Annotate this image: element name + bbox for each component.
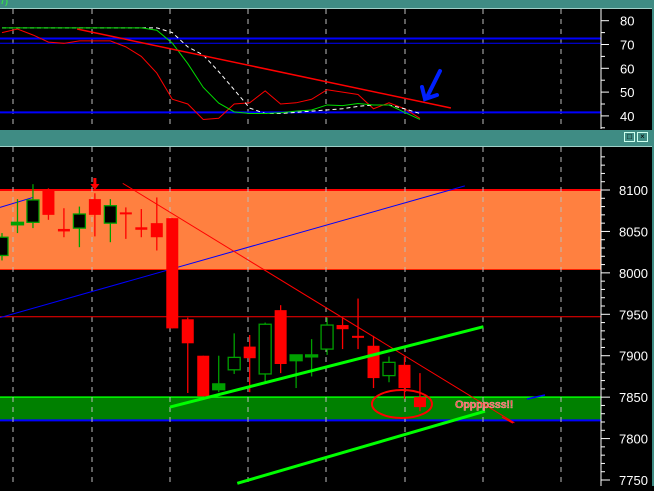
bull-candle <box>320 324 334 350</box>
oscillator-trendline <box>76 28 452 109</box>
axis-label: 80 <box>620 14 634 29</box>
highlight-ellipse <box>370 389 433 419</box>
bull-candle <box>382 361 396 377</box>
axis-label: 7800 <box>619 432 648 447</box>
restore-button[interactable]: □ <box>624 132 635 142</box>
axis-label: 7850 <box>619 390 648 405</box>
axis-label: 7750 <box>619 473 648 486</box>
bull-candle <box>304 354 319 358</box>
window-border <box>652 0 654 486</box>
red-fragment <box>501 416 514 424</box>
price-chart: Oppppsss!! 8100 8050 8000 7950 7900 7850 7800 77… <box>0 147 648 488</box>
bear-candle <box>150 223 163 238</box>
annotation-text: Oppppsss!! <box>455 399 513 411</box>
bull-candle <box>26 199 40 223</box>
price-pane: Oppppsss!! 8100 8050 8000 7950 7900 7850 7800 77… <box>0 147 652 488</box>
oscillator-titlebar: 7) <box>0 0 654 9</box>
axis-label: 8100 <box>619 183 648 198</box>
axis-label: 60 <box>620 61 634 76</box>
bear-candle <box>57 228 70 232</box>
bear-candle <box>336 325 349 330</box>
oscillator-pane: 80 70 60 50 40 <box>0 9 652 129</box>
bear-candle <box>398 364 411 389</box>
axis-label: 40 <box>620 109 634 124</box>
bear-candle <box>166 218 179 329</box>
bull-candle <box>10 221 25 226</box>
blue-trendline <box>0 185 465 319</box>
axis-label: 8000 <box>619 266 648 281</box>
oscillator-signal-line <box>2 27 421 115</box>
oscillator-chart: 80 70 60 50 40 <box>0 9 634 129</box>
axis-label: 7950 <box>619 307 648 322</box>
axis-label: 50 <box>620 85 634 100</box>
bear-candle <box>274 310 287 365</box>
oscillator-green-line <box>2 27 421 120</box>
bear-candle <box>243 346 256 359</box>
bear-candle <box>181 319 194 344</box>
channel-lower-line <box>236 409 486 485</box>
bear-candle <box>413 397 426 408</box>
bear-candle <box>352 335 365 338</box>
support-zone <box>0 397 601 421</box>
bear-candle <box>197 355 210 397</box>
oscillator-red-line <box>1 28 421 120</box>
axis-label: 70 <box>620 38 634 53</box>
blue-fragment <box>526 394 546 400</box>
price-titlebar: □ × <box>0 130 654 147</box>
bear-candle <box>42 190 55 215</box>
close-button[interactable]: × <box>637 132 648 142</box>
axis-label: 7900 <box>619 349 648 364</box>
bear-candle <box>88 199 101 215</box>
down-arrow-icon <box>90 178 100 190</box>
bull-candle <box>227 356 241 371</box>
bear-candle <box>135 227 148 230</box>
bull-candle <box>0 236 9 257</box>
blue-arrow-icon <box>420 69 442 102</box>
bull-candle <box>289 354 303 362</box>
bear-candle <box>367 345 380 379</box>
axis-label: 8050 <box>619 224 648 239</box>
blue-trendline-upper <box>0 196 34 208</box>
channel-upper-line <box>169 325 484 409</box>
downtrend-line <box>122 182 515 424</box>
bull-candle <box>72 213 87 229</box>
titlebar-label: 7) <box>0 0 9 6</box>
bull-candle <box>258 323 272 375</box>
bear-candle <box>119 212 132 215</box>
bull-candle <box>103 205 118 224</box>
bull-candle <box>212 383 226 391</box>
